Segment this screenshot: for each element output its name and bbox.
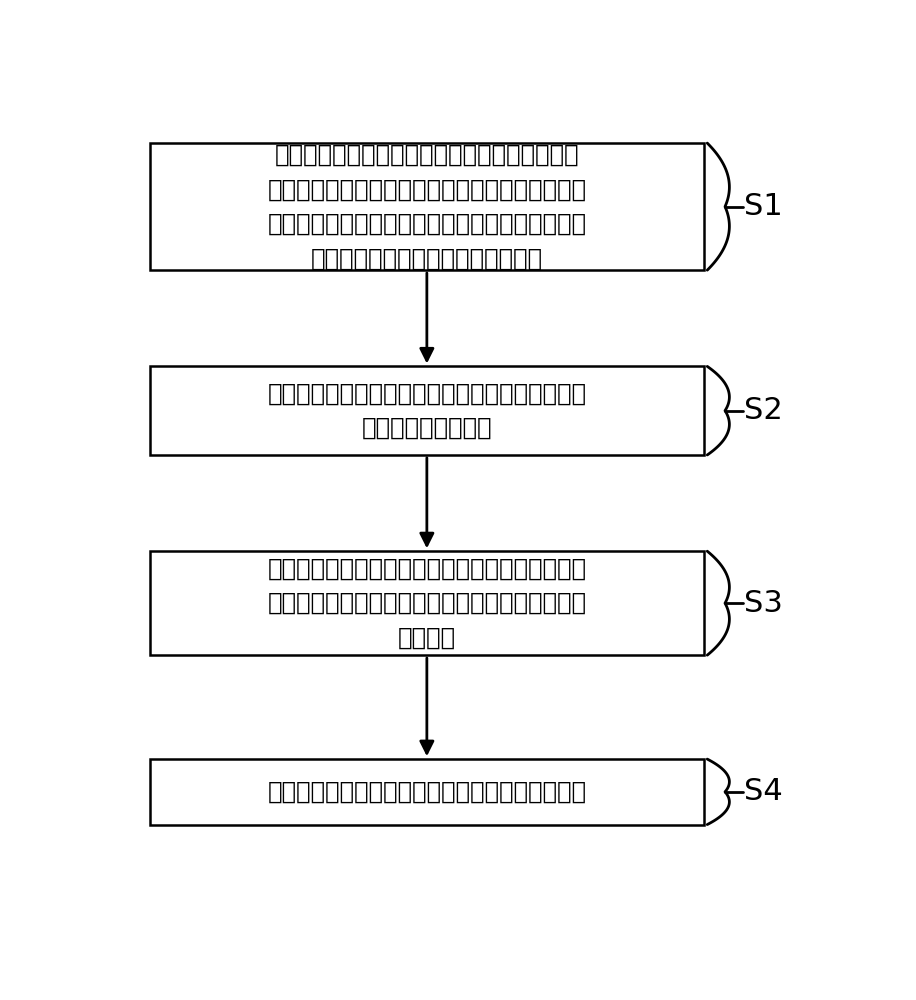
Text: S1: S1 xyxy=(744,192,783,221)
Text: 将当前时刻点的总压力和液体附加质量映射到建立
的结构有限元模型上: 将当前时刻点的总压力和液体附加质量映射到建立 的结构有限元模型上 xyxy=(267,381,586,440)
Bar xyxy=(150,759,703,825)
Bar xyxy=(150,143,703,270)
Text: 对结构有限元模型进行瞬态响应分析，得到当前时
刻点结构有限元模型的网格节点的节点位移、加速
度和应力: 对结构有限元模型进行瞬态响应分析，得到当前时 刻点结构有限元模型的网格节点的节点… xyxy=(267,557,586,650)
Text: 将上一时刻点的节点位移映射到建立的流体模型
中，并以上一时刻点的节点位移作为输入边界，对
流体模型进行当前时刻点的流体计算，得到当前时
刻点液体对油箱壁的动压力: 将上一时刻点的节点位移映射到建立的流体模型 中，并以上一时刻点的节点位移作为输入… xyxy=(267,143,586,270)
Text: S2: S2 xyxy=(744,396,783,425)
Text: S4: S4 xyxy=(744,777,783,806)
Text: 基于所有时刻点的网格节点的应力，进行疲劳计算: 基于所有时刻点的网格节点的应力，进行疲劳计算 xyxy=(267,780,586,804)
Bar xyxy=(150,551,703,655)
Bar xyxy=(150,366,703,455)
Text: S3: S3 xyxy=(744,589,783,618)
